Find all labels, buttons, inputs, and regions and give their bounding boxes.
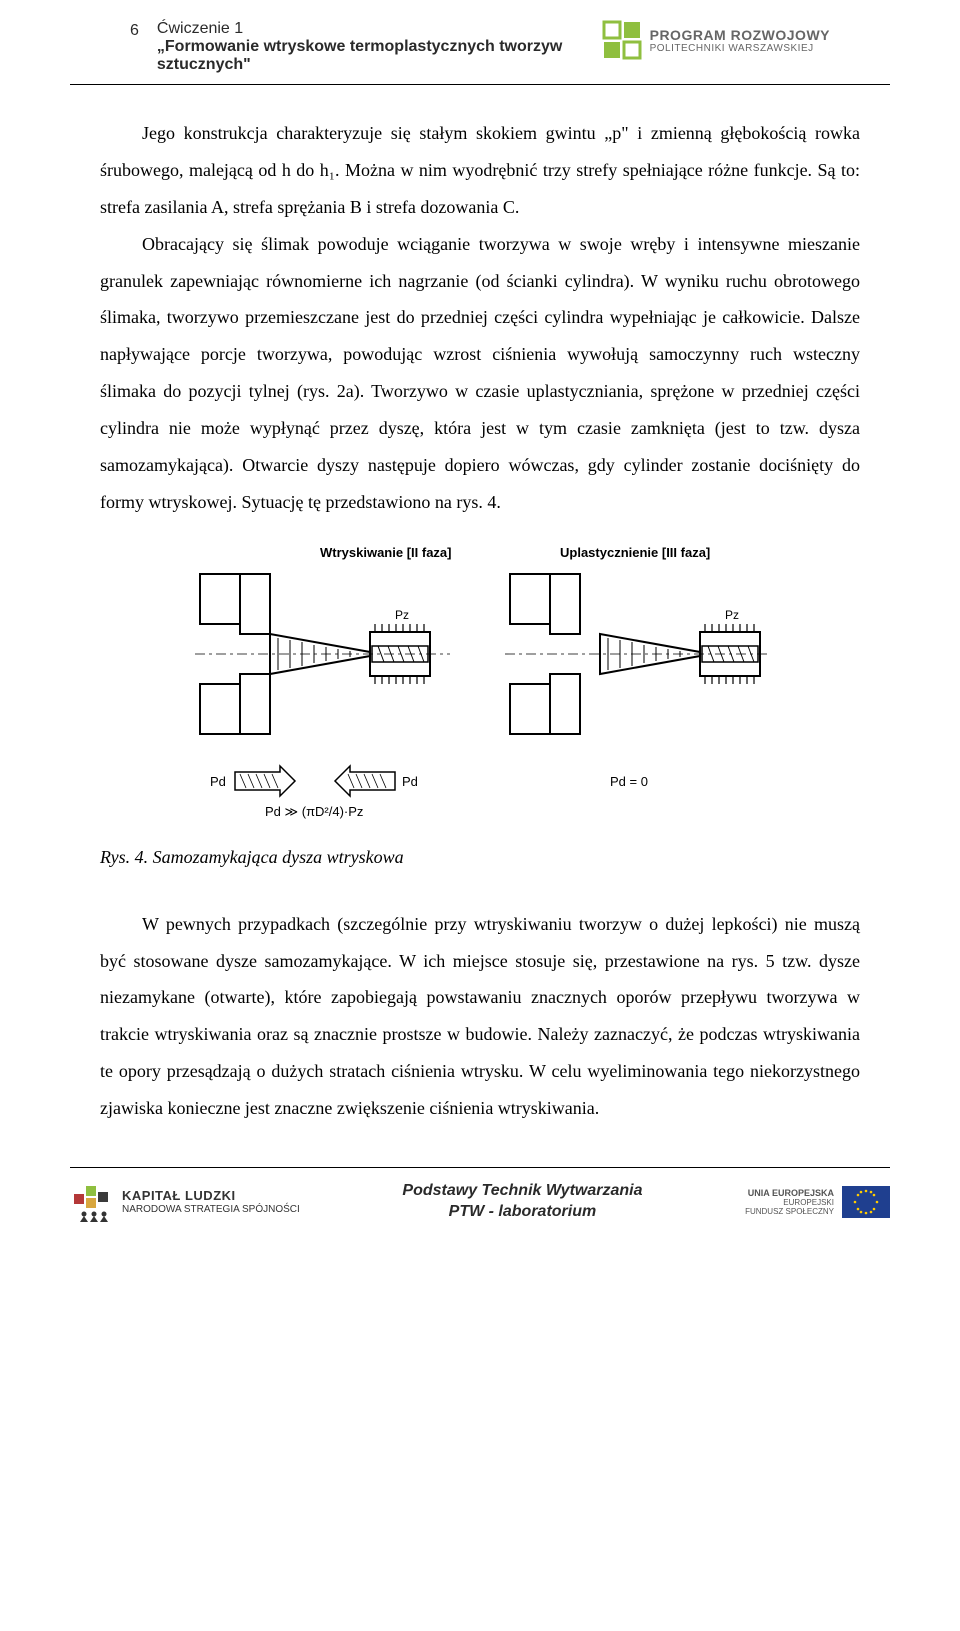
footer-center-line1: Podstawy Technik Wytwarzania — [402, 1181, 642, 1202]
document-content: Jego konstrukcja charakteryzuje się stał… — [0, 115, 960, 1127]
page-footer: KAPITAŁ LUDZKI NARODOWA STRATEGIA SPÓJNO… — [70, 1167, 890, 1224]
paragraph-3: W pewnych przypadkach (szczególnie przy … — [100, 906, 860, 1127]
logo-line2: POLITECHNIKI WARSZAWSKIEJ — [650, 43, 830, 54]
footer-left-text: KAPITAŁ LUDZKI NARODOWA STRATEGIA SPÓJNO… — [122, 1189, 300, 1214]
fig-pd-left1: Pd — [210, 774, 226, 789]
footer-center: Podstawy Technik Wytwarzania PTW - labor… — [402, 1181, 642, 1223]
fig-pz-right: Pz — [725, 608, 739, 622]
fig-pz-left: Pz — [395, 608, 409, 622]
figure-4-svg: Wtryskiwanie [II faza] Uplastycznienie [… — [190, 539, 770, 819]
footer-left-title: KAPITAŁ LUDZKI — [122, 1189, 300, 1203]
header-logo: PROGRAM ROZWOJOWY POLITECHNIKI WARSZAWSK… — [602, 20, 830, 62]
paragraph-1: Jego konstrukcja charakteryzuje się stał… — [100, 115, 860, 226]
footer-right-logo: UNIA EUROPEJSKA EUROPEJSKI FUNDUSZ SPOŁE… — [745, 1186, 890, 1218]
fig-label-right: Uplastycznienie [III faza] — [560, 545, 710, 560]
footer-right-line1: UNIA EUROPEJSKA — [745, 1188, 834, 1198]
program-logo-icon — [602, 20, 644, 62]
header-line1: Ćwiczenie 1 — [157, 20, 602, 38]
header-line2: „Formowanie wtryskowe termoplastycznych … — [157, 38, 602, 74]
fig-formula-right: Pd = 0 — [610, 774, 648, 789]
figure-4-caption: Rys. 4. Samozamykająca dysza wtryskowa — [100, 839, 860, 876]
footer-right-line2: EUROPEJSKI — [745, 1198, 834, 1207]
kapital-ludzki-icon — [70, 1180, 114, 1224]
page-header: 6 Ćwiczenie 1 „Formowanie wtryskowe term… — [70, 0, 890, 85]
fig-label-left: Wtryskiwanie [II faza] — [320, 545, 451, 560]
page-number: 6 — [130, 20, 139, 40]
figure-4: Wtryskiwanie [II faza] Uplastycznienie [… — [100, 539, 860, 819]
eu-flag-icon — [842, 1186, 890, 1218]
footer-left-logo: KAPITAŁ LUDZKI NARODOWA STRATEGIA SPÓJNO… — [70, 1180, 300, 1224]
footer-right-line3: FUNDUSZ SPOŁECZNY — [745, 1207, 834, 1216]
logo-line1: PROGRAM ROZWOJOWY — [650, 28, 830, 43]
header-logo-text: PROGRAM ROZWOJOWY POLITECHNIKI WARSZAWSK… — [650, 28, 830, 54]
paragraph-2: Obracający się ślimak powoduje wciąganie… — [100, 226, 860, 521]
footer-right-text: UNIA EUROPEJSKA EUROPEJSKI FUNDUSZ SPOŁE… — [745, 1188, 834, 1217]
header-title-block: Ćwiczenie 1 „Formowanie wtryskowe termop… — [157, 20, 602, 74]
fig-formula-left: Pd ≫ (πD²/4)·Pz — [265, 804, 363, 819]
fig-pd-left2: Pd — [402, 774, 418, 789]
footer-left-sub: NARODOWA STRATEGIA SPÓJNOŚCI — [122, 1204, 300, 1215]
footer-center-line2: PTW - laboratorium — [402, 1202, 642, 1223]
